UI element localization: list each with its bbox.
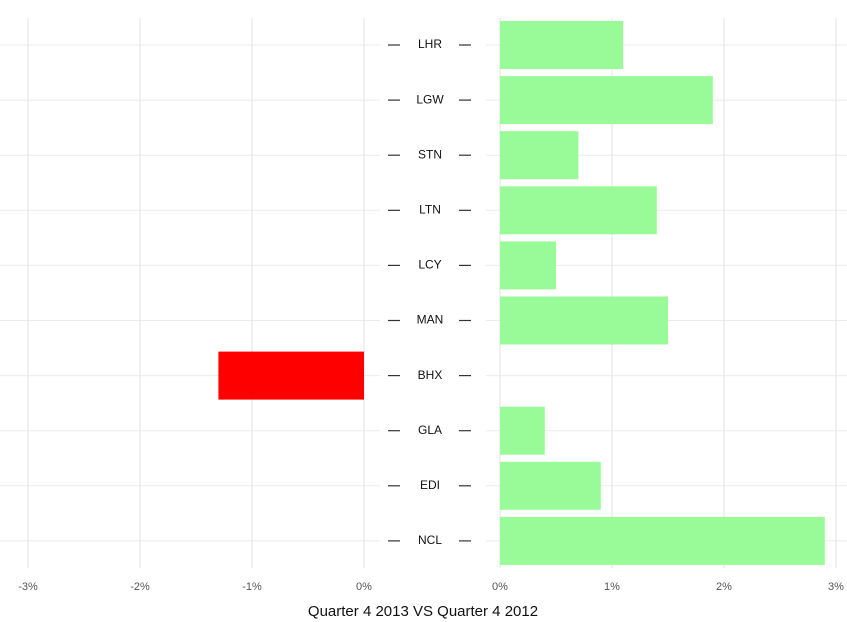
bar	[500, 296, 668, 345]
category-label: LGW	[416, 92, 444, 106]
bar	[218, 351, 364, 400]
x-axis-label: Quarter 4 2013 VS Quarter 4 2012	[308, 603, 538, 620]
category-label: LTN	[419, 202, 441, 216]
x-tick-label: 2%	[716, 581, 732, 593]
bar	[500, 131, 579, 180]
x-tick-label: 3%	[828, 581, 844, 593]
category-label: LHR	[418, 37, 442, 51]
category-label: LCY	[418, 258, 441, 272]
bar	[500, 241, 556, 290]
x-tick-label: 0%	[492, 581, 508, 593]
bar	[500, 461, 601, 510]
x-tick-label: -2%	[130, 581, 150, 593]
x-tick-label: -1%	[242, 581, 262, 593]
category-label: STN	[418, 147, 442, 161]
x-tick-label: 0%	[356, 581, 372, 593]
category-label: EDI	[420, 478, 440, 492]
x-tick-label: -3%	[18, 581, 38, 593]
bar	[500, 21, 624, 69]
x-tick-label: 1%	[604, 581, 620, 593]
bar	[500, 406, 545, 455]
bar	[500, 516, 825, 565]
category-label: MAN	[417, 313, 444, 327]
bar	[500, 186, 657, 235]
bar	[500, 76, 713, 125]
category-label: GLA	[418, 423, 442, 437]
category-label: BHX	[418, 368, 443, 382]
category-label: NCL	[418, 533, 442, 547]
